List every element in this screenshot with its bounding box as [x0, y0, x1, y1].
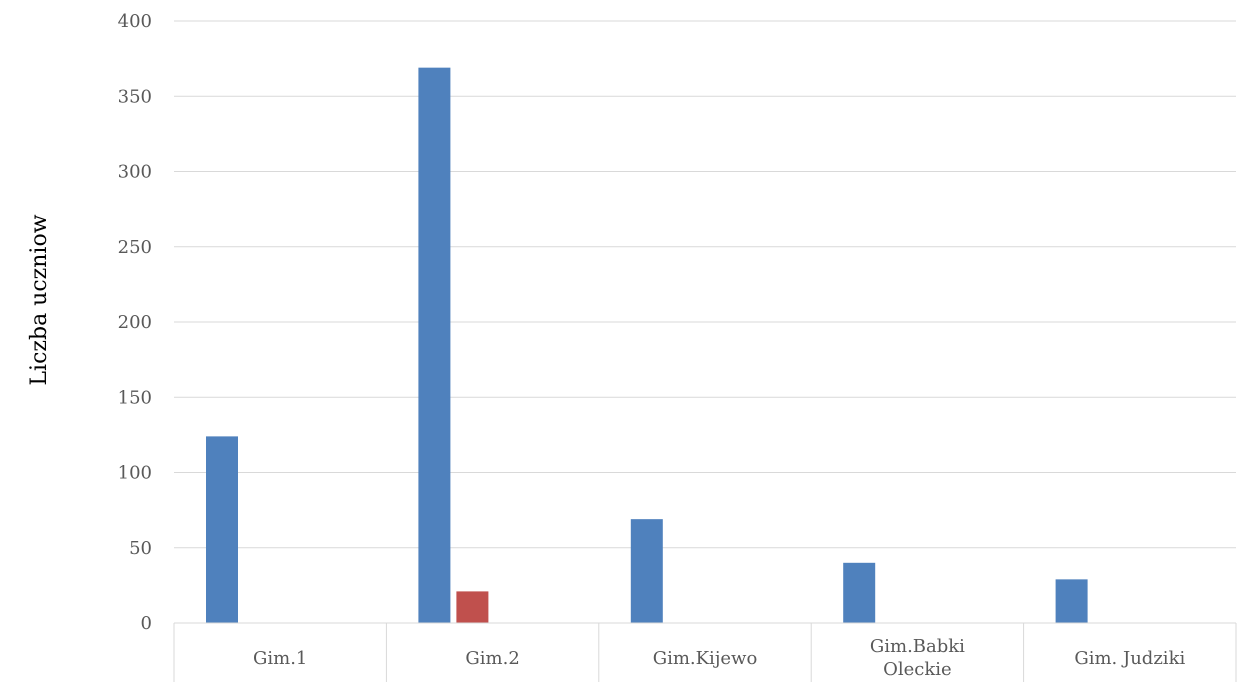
x-tick-label: Gim.1 — [253, 648, 307, 669]
y-axis-ticks: 0 50 100 150 200 250 300 350 400 — [118, 11, 152, 634]
bar — [630, 519, 663, 623]
bars — [206, 67, 1088, 623]
bar — [456, 591, 489, 623]
bar — [206, 436, 238, 623]
x-tick-label-line: Gim.1 — [253, 648, 307, 669]
x-tick-label: Gim.Babki Oleckie — [870, 636, 965, 680]
x-tick-label: Gim.2 — [465, 648, 519, 669]
y-tick-label: 200 — [118, 312, 152, 333]
x-tick-label-line: Gim.Kijewo — [653, 648, 758, 669]
bar — [418, 67, 451, 623]
y-tick-label: 100 — [118, 463, 152, 484]
y-axis-label: Liczba uczniow — [27, 214, 52, 385]
x-tick-label-line: Gim. Judziki — [1074, 648, 1185, 669]
x-tick-label-line: Gim.Babki — [870, 636, 965, 657]
y-tick-label: 350 — [118, 86, 152, 107]
x-tick-label: Gim.Kijewo — [653, 648, 758, 669]
x-tick-label: Gim. Judziki — [1074, 648, 1185, 669]
y-tick-label: 300 — [118, 162, 152, 183]
gridlines — [174, 20, 1236, 549]
bar — [843, 562, 876, 623]
x-tick-label-line: Gim.2 — [465, 648, 519, 669]
x-tick-label-line: Oleckie — [883, 659, 952, 680]
y-tick-label: 250 — [118, 237, 152, 258]
y-tick-label: 50 — [129, 538, 152, 559]
bar — [1055, 579, 1088, 623]
y-tick-label: 400 — [118, 11, 152, 32]
y-tick-label: 150 — [118, 387, 152, 408]
y-tick-label: 0 — [141, 613, 152, 634]
